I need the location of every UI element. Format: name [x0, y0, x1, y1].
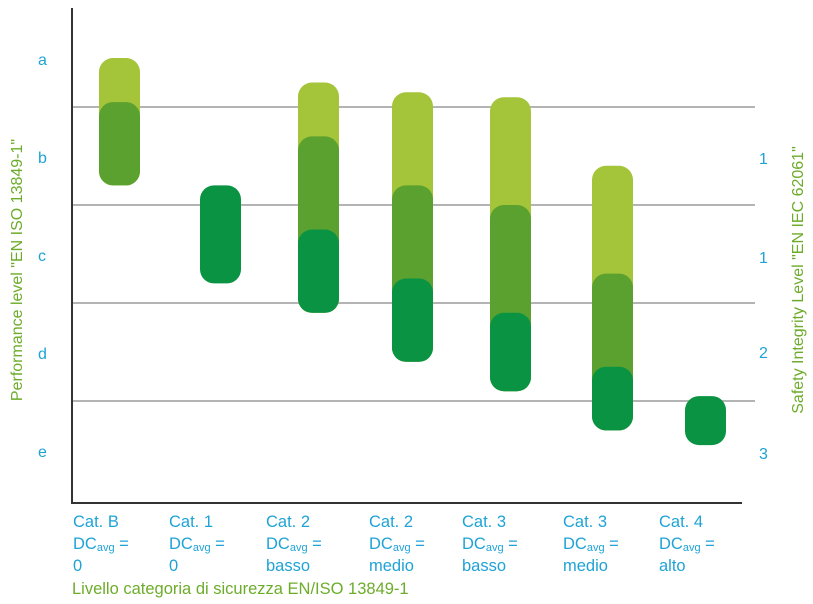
dc-label: DCavg =	[659, 535, 715, 554]
dc-label: DCavg =	[462, 535, 518, 554]
category-label: Cat. 4 DCavg = alto	[659, 511, 749, 577]
dc-value: 0	[169, 557, 179, 575]
sil-tick-3: 2	[759, 345, 768, 362]
bar-cat5-dark	[490, 312, 531, 392]
category-name: Cat. 3	[563, 513, 608, 531]
sil-tick-2: 1	[759, 250, 768, 267]
sil-tick-1: 1	[759, 151, 768, 168]
dc-label: DCavg =	[169, 535, 225, 554]
category-label: Cat. 2 DCavg = basso	[266, 511, 356, 577]
category-name: Cat. 1	[169, 513, 214, 531]
dc-label: DCavg =	[266, 535, 322, 554]
category-name: Cat. 4	[659, 513, 704, 531]
dc-value: 0	[73, 557, 83, 575]
category-name: Cat. 2	[266, 513, 311, 531]
left-axis-title: Performance level "EN ISO 13849-1"	[9, 139, 26, 401]
category-label: Cat. 3 DCavg = medio	[563, 511, 653, 577]
pl-tick-d: d	[38, 346, 47, 363]
dc-value: medio	[563, 557, 608, 575]
category-name: Cat. B	[73, 513, 119, 531]
bar-cat4-dark	[392, 278, 433, 362]
sil-tick-4: 3	[759, 446, 768, 463]
pl-tick-labels: a b c d e	[38, 52, 47, 461]
bar-cat1-mid	[99, 102, 140, 186]
dc-value: basso	[266, 557, 311, 575]
dc-label: DCavg =	[369, 535, 425, 554]
category-label: Cat. 1 DCavg = 0	[169, 511, 259, 577]
pl-tick-c: c	[38, 248, 46, 265]
category-name: Cat. 3	[462, 513, 507, 531]
bar-cat6-dark	[592, 366, 633, 431]
dc-label: DCavg =	[73, 535, 129, 554]
category-label: Cat. 3 DCavg = basso	[462, 511, 552, 577]
right-axis-title: Safety Integrity Level "EN IEC 62061"	[790, 146, 807, 414]
bar-cat2-dark	[200, 185, 241, 284]
bar-cat3-dark	[298, 229, 339, 313]
sil-tick-labels: 1 1 2 3	[759, 151, 768, 463]
category-label: Cat. B DCavg = 0	[73, 511, 163, 577]
dc-label: DCavg =	[563, 535, 619, 554]
pl-tick-e: e	[38, 444, 47, 461]
category-label: Cat. 2 DCavg = medio	[369, 511, 459, 577]
x-axis-title: Livello categoria di sicurezza EN/ISO 13…	[72, 580, 409, 598]
pl-tick-a: a	[38, 52, 47, 69]
dc-value: alto	[659, 557, 686, 575]
dc-value: medio	[369, 557, 414, 575]
category-name: Cat. 2	[369, 513, 414, 531]
pl-tick-b: b	[38, 150, 47, 167]
dc-value: basso	[462, 557, 507, 575]
bar-cat7-dark	[685, 396, 726, 446]
bars	[99, 58, 726, 446]
